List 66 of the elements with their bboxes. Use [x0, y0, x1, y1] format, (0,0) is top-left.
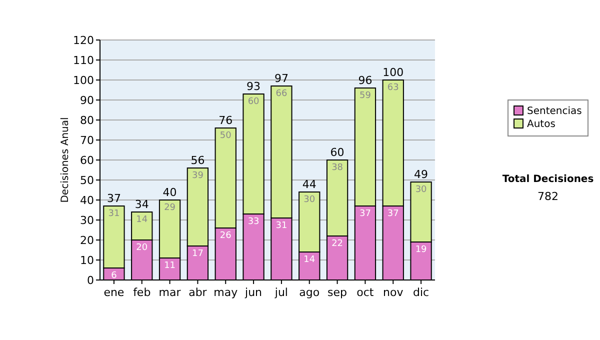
- data-label: 39: [192, 171, 204, 181]
- data-label: 30: [415, 185, 428, 195]
- data-label: 22: [332, 239, 344, 249]
- data-label: 19: [415, 245, 428, 255]
- data-label: 33: [248, 217, 260, 227]
- x-tick-label: oct: [356, 286, 374, 299]
- data-label: 66: [276, 89, 288, 99]
- data-label: 31: [276, 221, 288, 231]
- data-label: 14: [136, 215, 148, 225]
- x-tick-label: nov: [383, 286, 404, 299]
- total-label: 56: [190, 154, 205, 167]
- x-tick-label: dic: [412, 286, 430, 299]
- total-label: 49: [414, 168, 428, 181]
- x-tick-label: feb: [133, 286, 151, 299]
- total-label: 97: [274, 72, 288, 85]
- total-label: 96: [358, 74, 372, 87]
- x-tick-label: jun: [244, 286, 262, 299]
- y-tick-label: 0: [87, 274, 94, 287]
- total-label: 76: [218, 114, 233, 127]
- data-label: 38: [332, 163, 344, 173]
- y-tick-label: 110: [73, 54, 94, 67]
- data-label: 29: [164, 203, 176, 213]
- y-tick-label: 50: [80, 174, 94, 187]
- data-label: 17: [192, 249, 204, 259]
- text: Total Decisiones: [502, 174, 594, 185]
- x-tick-label: abr: [188, 286, 208, 299]
- total-label: 37: [106, 192, 121, 205]
- y-tick-label: 60: [80, 154, 94, 167]
- y-tick-label: 80: [80, 114, 94, 127]
- total-label: 40: [162, 186, 177, 199]
- data-label: 6: [111, 271, 118, 281]
- y-tick-label: 70: [80, 134, 94, 147]
- total-label: 60: [330, 146, 344, 159]
- y-tick-label: 20: [80, 234, 94, 247]
- data-label: 26: [220, 231, 232, 241]
- y-tick-label: 100: [73, 74, 94, 87]
- x-tick-label: sep: [328, 286, 348, 299]
- y-tick-label: 10: [80, 254, 94, 267]
- data-label: 30: [304, 195, 316, 205]
- data-label: 37: [387, 209, 399, 219]
- y-tick-label: 40: [80, 194, 94, 207]
- x-tick-label: jul: [274, 286, 288, 299]
- text: 782: [538, 190, 558, 203]
- total-label: 100: [382, 66, 404, 79]
- data-label: 20: [136, 243, 148, 253]
- data-label: 50: [220, 131, 232, 141]
- data-label: 63: [387, 83, 399, 93]
- data-label: 11: [164, 261, 176, 271]
- legend-label: Sentencias: [527, 106, 582, 117]
- x-tick-label: mar: [158, 286, 182, 299]
- total-label: 34: [134, 198, 149, 211]
- y-tick-label: 30: [80, 214, 94, 227]
- total-label: 44: [302, 178, 316, 191]
- y-tick-label: 90: [80, 94, 94, 107]
- data-label: 31: [108, 209, 120, 219]
- legend-label: Autos: [527, 119, 556, 130]
- data-label: 59: [359, 91, 372, 101]
- data-label: 14: [304, 255, 316, 265]
- x-tick-label: ene: [104, 286, 124, 299]
- data-label: 37: [359, 209, 371, 219]
- data-label: 60: [248, 97, 260, 107]
- x-tick-label: ago: [299, 286, 320, 299]
- x-tick-label: may: [214, 286, 238, 299]
- y-tick-label: 120: [73, 34, 94, 47]
- y-axis-title: Decisiones Anual: [60, 117, 71, 203]
- total-label: 93: [246, 80, 261, 93]
